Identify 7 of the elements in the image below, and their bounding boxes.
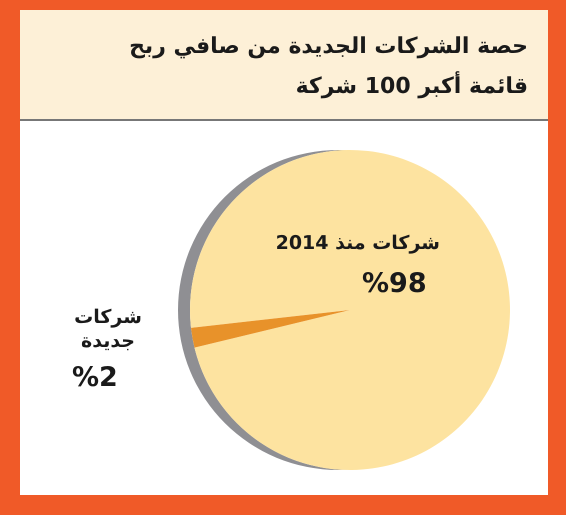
slice-label: شركات منذ 2014	[276, 232, 440, 254]
data-label: %2	[72, 362, 118, 393]
chart-title: حصة الشركات الجديدة من صافي ربح	[129, 34, 528, 59]
data-label: %98	[362, 268, 427, 299]
pie-slice	[190, 150, 510, 470]
slice-label: شركات جديدة	[73, 305, 143, 353]
pie-slice	[190, 310, 350, 348]
